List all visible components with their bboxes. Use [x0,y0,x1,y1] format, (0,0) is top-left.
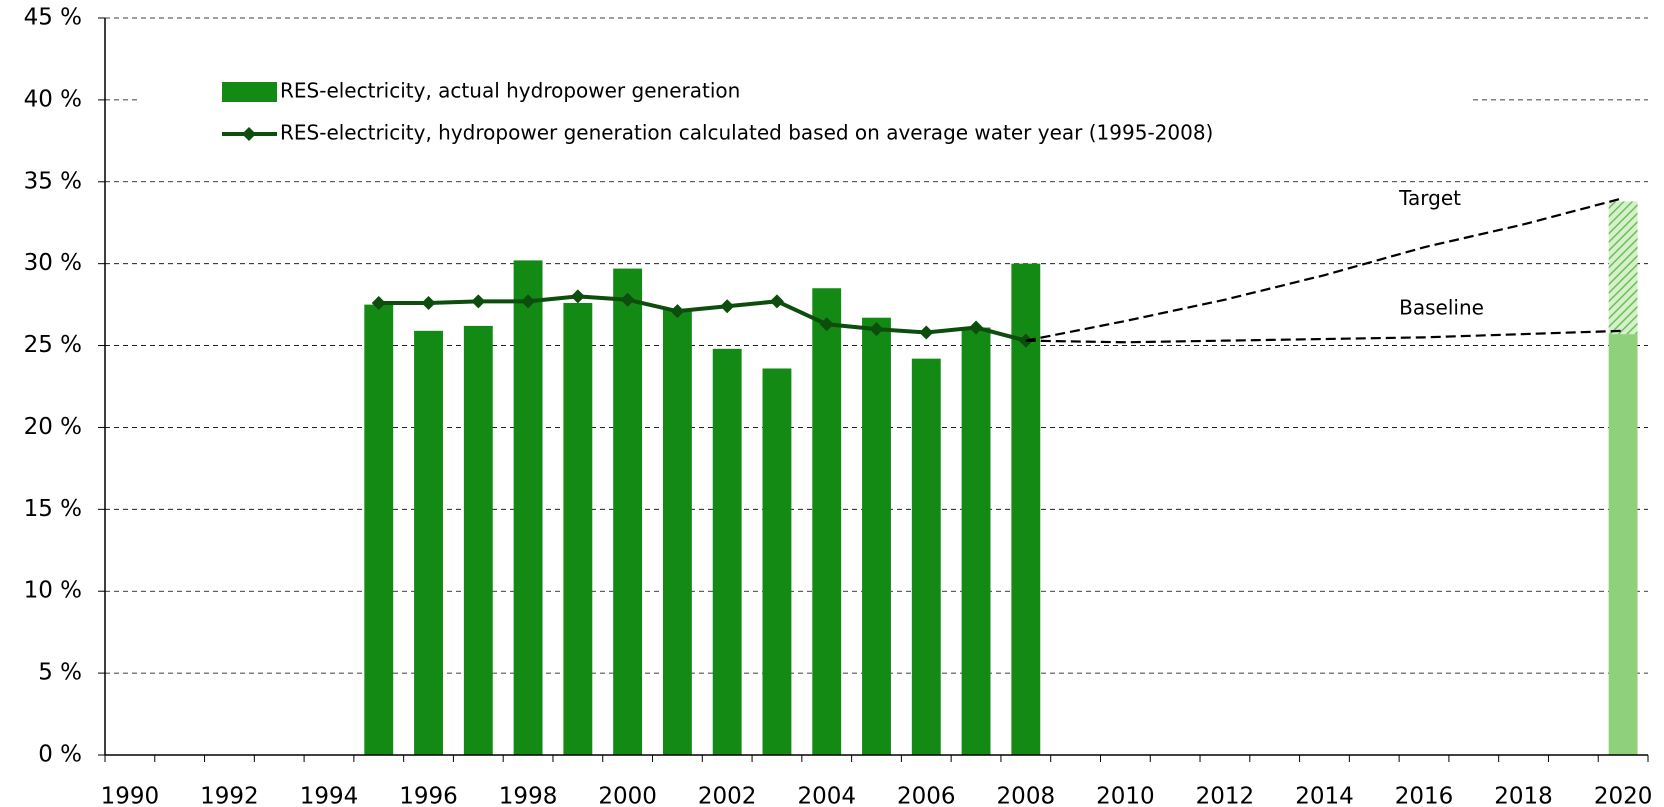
line [378,294,1027,343]
y-tick-label: 15 % [24,496,82,522]
x-tick-label: 2006 [897,784,956,807]
bar [911,358,941,755]
marker [371,295,386,310]
x-tick-label: 2002 [698,784,757,807]
legend-label: RES-electricity, actual hydropower gener… [280,79,740,103]
bar [762,368,792,755]
bar [613,268,643,755]
marker [769,294,784,309]
x-tick-label: 1992 [200,784,259,807]
legend-marker [242,127,256,141]
x-tick-label: 2012 [1196,784,1255,807]
bar [513,260,543,755]
x-tick-label: 2016 [1395,784,1454,807]
bar [463,325,493,755]
x-tick-label: 2000 [598,784,657,807]
y-tick-label: 45 % [24,5,82,31]
marker [471,294,486,309]
y-tick-label: 10 % [24,578,82,604]
bar [862,317,891,755]
bar [712,348,742,755]
bar [364,304,394,755]
x-tick-label: 1998 [499,784,558,807]
bar [961,327,991,755]
y-tick-label: 20 % [24,414,82,440]
marker [521,294,536,309]
marker [570,289,585,304]
marker [421,295,436,310]
x-tick-label: 1990 [101,784,160,807]
bar [414,330,443,755]
x-tick-label: 2018 [1494,784,1553,807]
x-tick-label: 2008 [997,784,1056,807]
bar [812,288,842,755]
bar [662,309,692,755]
marker [919,325,934,340]
marker [969,320,984,335]
projection-bar [1608,334,1638,755]
projection-line [1025,329,1624,344]
x-tick-label: 2020 [1594,784,1653,807]
marker [869,322,884,337]
projection-bar [1608,201,1638,335]
x-tick-label: 2004 [797,784,856,807]
marker [819,317,834,332]
marker [720,299,735,314]
y-tick-label: 5 % [38,660,82,686]
y-tick-label: 30 % [24,250,82,276]
x-tick-label: 2014 [1295,784,1354,807]
legend-swatch [222,82,277,102]
legend-label: RES-electricity, hydropower generation c… [280,121,1213,145]
y-tick-label: 40 % [24,86,82,112]
marker [670,304,685,319]
x-tick-label: 2010 [1096,784,1155,807]
bar [563,302,593,755]
x-tick-label: 1994 [300,784,359,807]
marker [620,292,635,307]
series-annotation: Target [1398,186,1461,210]
x-tick-label: 1996 [399,784,458,807]
series-annotation: Baseline [1399,296,1484,320]
projection-line [1025,197,1624,342]
y-tick-label: 0 % [38,742,82,768]
legend-background [140,70,1470,155]
y-tick-label: 35 % [24,168,82,194]
y-tick-label: 25 % [24,332,82,358]
